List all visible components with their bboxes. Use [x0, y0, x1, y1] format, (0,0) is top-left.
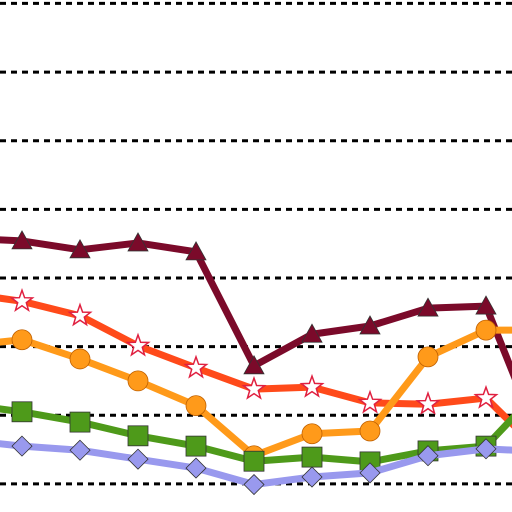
marker — [475, 295, 497, 315]
marker — [11, 230, 33, 250]
marker — [357, 389, 383, 414]
marker — [69, 411, 91, 433]
marker — [299, 373, 325, 398]
marker — [69, 439, 91, 461]
marker — [127, 370, 149, 392]
marker — [475, 438, 497, 460]
marker — [301, 446, 323, 468]
marker — [359, 420, 381, 442]
marker — [243, 450, 265, 472]
marker — [11, 329, 33, 351]
marker — [11, 435, 33, 457]
marker — [183, 354, 209, 379]
marker — [243, 354, 265, 375]
marker — [415, 390, 441, 415]
marker — [69, 348, 91, 370]
marker — [241, 375, 267, 400]
marker — [301, 423, 323, 445]
marker — [417, 445, 439, 467]
marker — [473, 384, 499, 409]
marker — [417, 297, 439, 317]
marker — [9, 288, 35, 312]
marker — [185, 395, 207, 417]
marker — [185, 457, 207, 479]
marker — [243, 473, 265, 496]
marker — [359, 315, 381, 335]
marker — [67, 302, 93, 327]
marker — [417, 346, 439, 368]
marker — [125, 332, 151, 357]
marker — [301, 466, 323, 488]
marker — [185, 435, 207, 457]
marker — [69, 238, 91, 259]
marker — [127, 425, 149, 447]
marker — [359, 462, 381, 484]
marker — [475, 319, 497, 341]
marker — [185, 241, 207, 261]
marker — [127, 448, 149, 470]
marker — [11, 401, 33, 423]
marker — [301, 323, 323, 343]
marker — [127, 232, 149, 252]
